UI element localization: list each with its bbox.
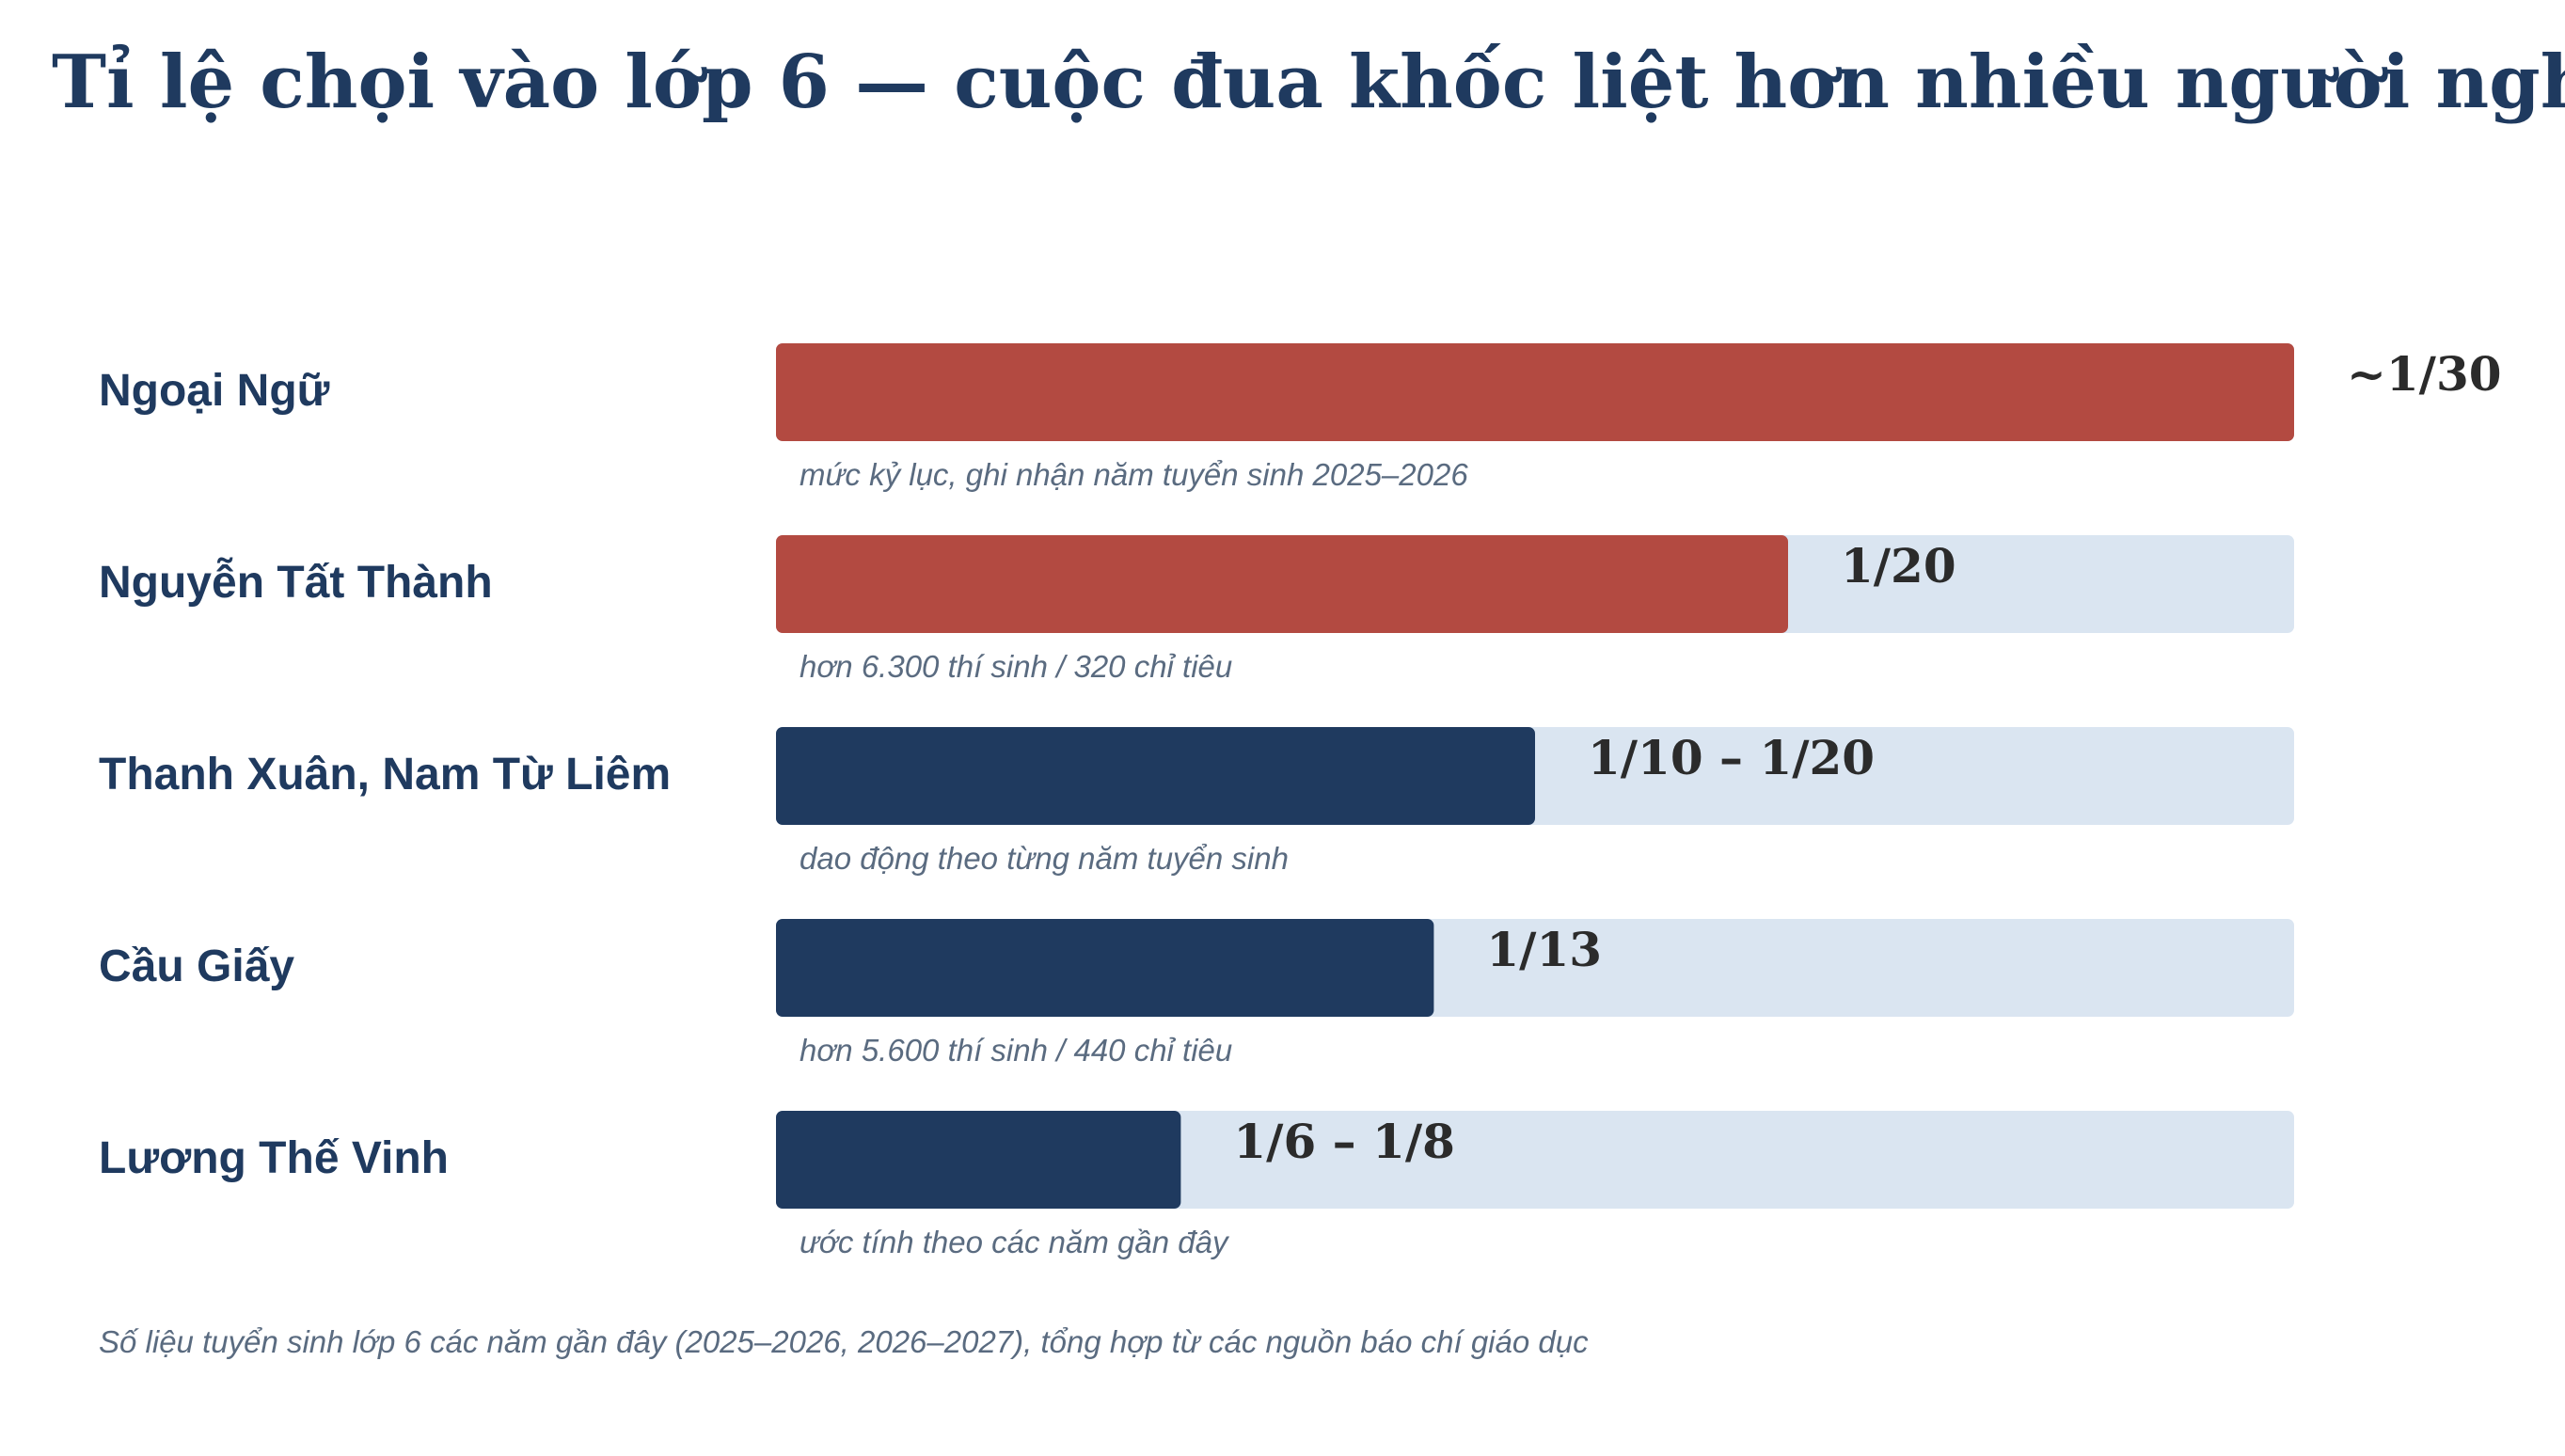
category-label: Nguyễn Tất Thành (99, 557, 493, 608)
source-note: Số liệu tuyển sinh lớp 6 các năm gần đây… (99, 1324, 1589, 1359)
chart-title: Tỉ lệ chọi vào lớp 6 — cuộc đua khốc liệ… (52, 40, 2565, 125)
category-label: Thanh Xuân, Nam Từ Liêm (99, 750, 671, 799)
value-label: 1/10 – 1/20 (1588, 730, 1875, 785)
bar-note: hơn 6.300 thí sinh / 320 chỉ tiêu (800, 649, 1232, 684)
value-label: 1/13 (1486, 922, 1602, 977)
value-label: 1/6 – 1/8 (1233, 1114, 1455, 1169)
category-label: Lương Thế Vinh (99, 1133, 449, 1183)
category-label: Ngoại Ngữ (99, 366, 330, 416)
value-label: ~1/30 (2347, 346, 2502, 402)
bar-note: mức kỷ lục, ghi nhận năm tuyển sinh 2025… (800, 457, 1468, 492)
category-label: Cầu Giấy (99, 942, 294, 991)
bar (776, 1111, 1181, 1209)
bar (776, 919, 1434, 1017)
bar-note: ước tính theo các năm gần đây (800, 1225, 1230, 1259)
bar-note: hơn 5.600 thí sinh / 440 chỉ tiêu (800, 1033, 1232, 1068)
bar (776, 727, 1535, 825)
bar (776, 343, 2294, 441)
bar-note: dao động theo từng năm tuyển sinh (800, 841, 1289, 876)
value-label: 1/20 (1841, 538, 1956, 593)
bar (776, 535, 1788, 633)
